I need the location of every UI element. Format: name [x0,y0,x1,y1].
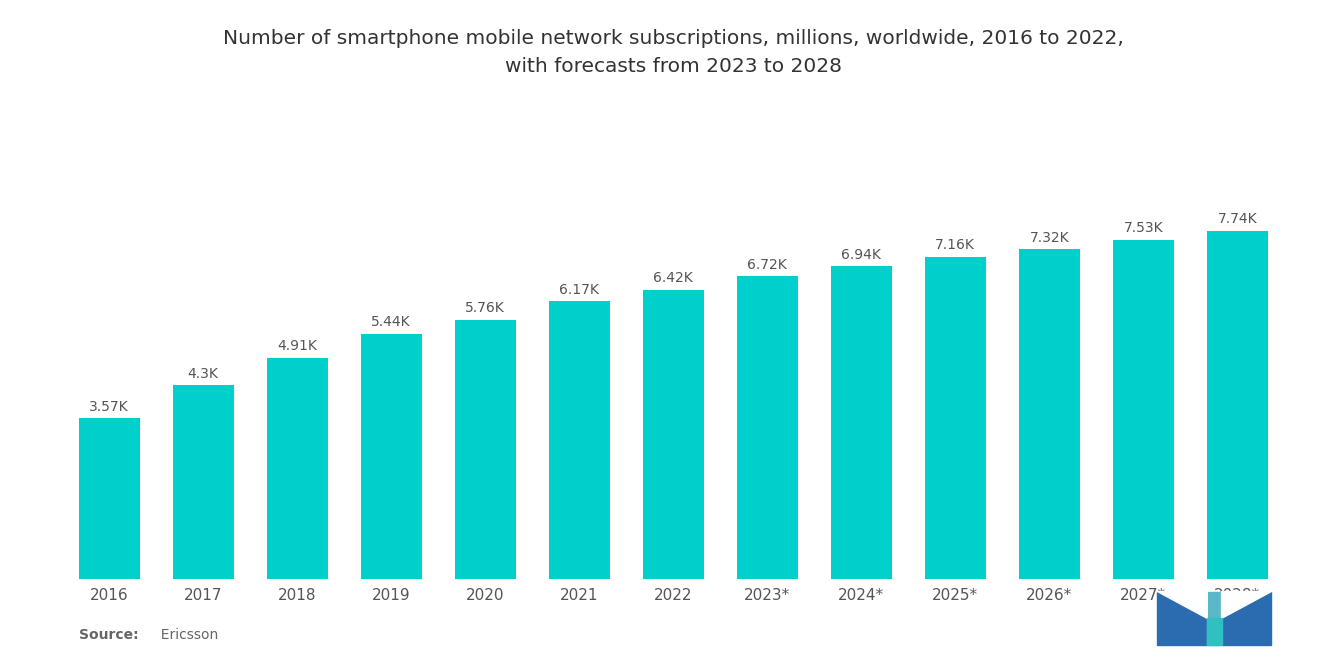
Text: 4.3K: 4.3K [187,366,219,380]
Polygon shape [1158,592,1208,618]
Bar [360,334,422,579]
Text: Source:: Source: [79,628,139,642]
Bar [830,267,892,579]
Text: 7.32K: 7.32K [1030,231,1069,245]
Text: 7.53K: 7.53K [1123,221,1163,235]
Polygon shape [1208,618,1221,645]
Text: 5.44K: 5.44K [371,315,411,329]
Text: 3.57K: 3.57K [90,400,129,414]
Bar [643,290,704,579]
Bar [924,257,986,579]
Text: 6.17K: 6.17K [560,283,599,297]
Bar [1019,249,1080,579]
Bar [1206,231,1267,579]
Bar [454,320,516,579]
Text: 6.94K: 6.94K [841,248,882,262]
Text: Ericsson: Ericsson [152,628,218,642]
Text: 6.72K: 6.72K [747,258,787,272]
Bar [1113,240,1173,579]
Bar [267,358,327,579]
Bar [549,301,610,579]
Polygon shape [1158,592,1208,645]
Text: 4.91K: 4.91K [277,339,317,353]
Text: 6.42K: 6.42K [653,271,693,285]
Bar [737,277,797,579]
Text: 5.76K: 5.76K [466,301,506,315]
Bar [79,418,140,579]
Polygon shape [1221,592,1271,645]
Polygon shape [1221,592,1271,618]
Text: 7.16K: 7.16K [936,238,975,252]
Polygon shape [1208,592,1220,645]
Text: 7.74K: 7.74K [1217,212,1257,226]
Title: Number of smartphone mobile network subscriptions, millions, worldwide, 2016 to : Number of smartphone mobile network subs… [223,29,1123,76]
Bar [173,385,234,579]
